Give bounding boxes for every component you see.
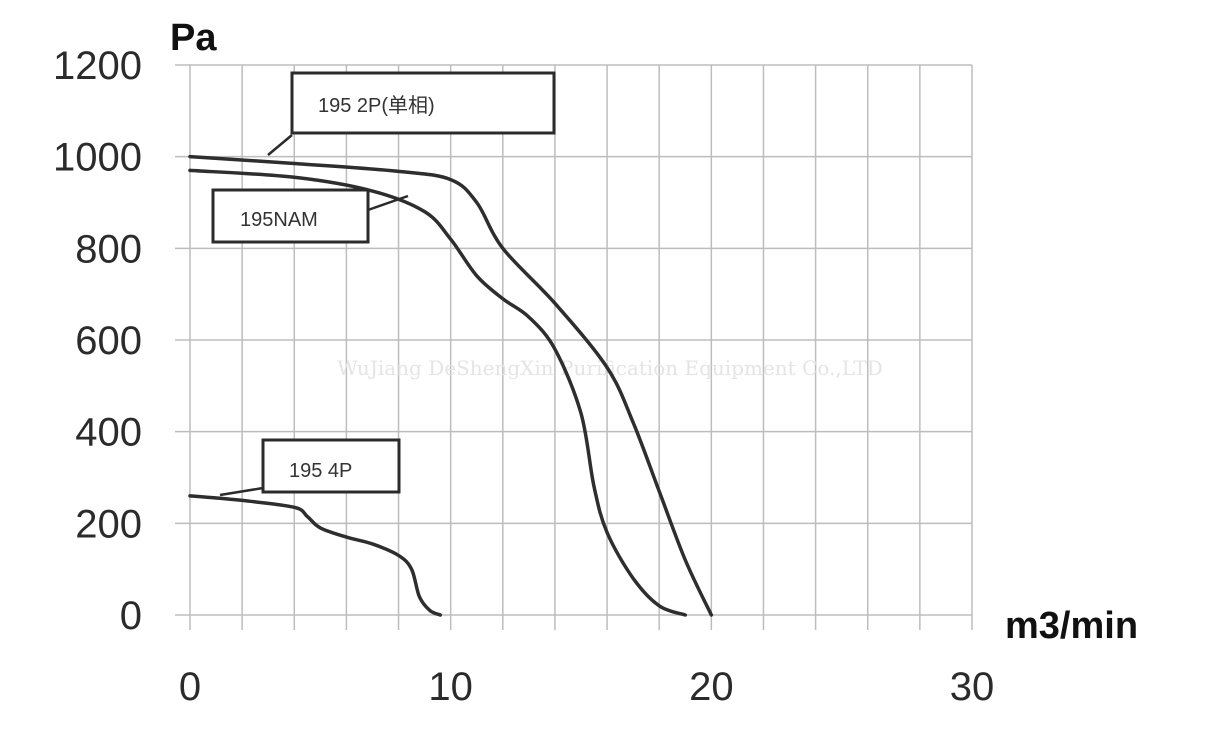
series-line-195-2p [188,154,714,617]
series-line-195-4p [188,494,442,617]
y-axis-unit: Pa [170,17,217,59]
callout-leader [367,194,409,212]
grid [175,64,973,630]
series-label: 195 4P [289,460,352,482]
callout-leader [267,134,293,156]
y-tick-label: 600 [75,319,142,363]
series-label: 195 2P(单相) [318,94,435,117]
y-tick-label: 200 [75,502,142,546]
x-axis-unit: m3/min [1005,605,1138,647]
x-tick-label: 20 [689,665,734,709]
callout-box [290,71,556,135]
x-tick-label: 30 [950,665,995,709]
x-tick-label: 0 [179,665,201,709]
tick-labels: 0 10 20 30 0 200 400 600 800 1000 1200 [53,44,994,709]
y-tick-label: 400 [75,411,142,455]
y-tick-label: 800 [75,227,142,271]
x-tick-label: 10 [428,665,473,709]
y-tick-label: 1000 [53,136,142,180]
callout-box [261,438,401,494]
y-tick-label: 0 [120,594,142,638]
series-line-195nam [188,168,688,617]
series-lines [188,154,714,617]
series-label: 195NAM [240,209,318,231]
callout-box [211,188,370,244]
y-tick-label: 1200 [53,44,142,88]
callout-leader [219,486,264,497]
series-callouts: 195 2P(单相) 195NAM 195 4P [211,71,556,497]
watermark: WuJiang DeShengXin Purification Equipmen… [337,356,883,380]
